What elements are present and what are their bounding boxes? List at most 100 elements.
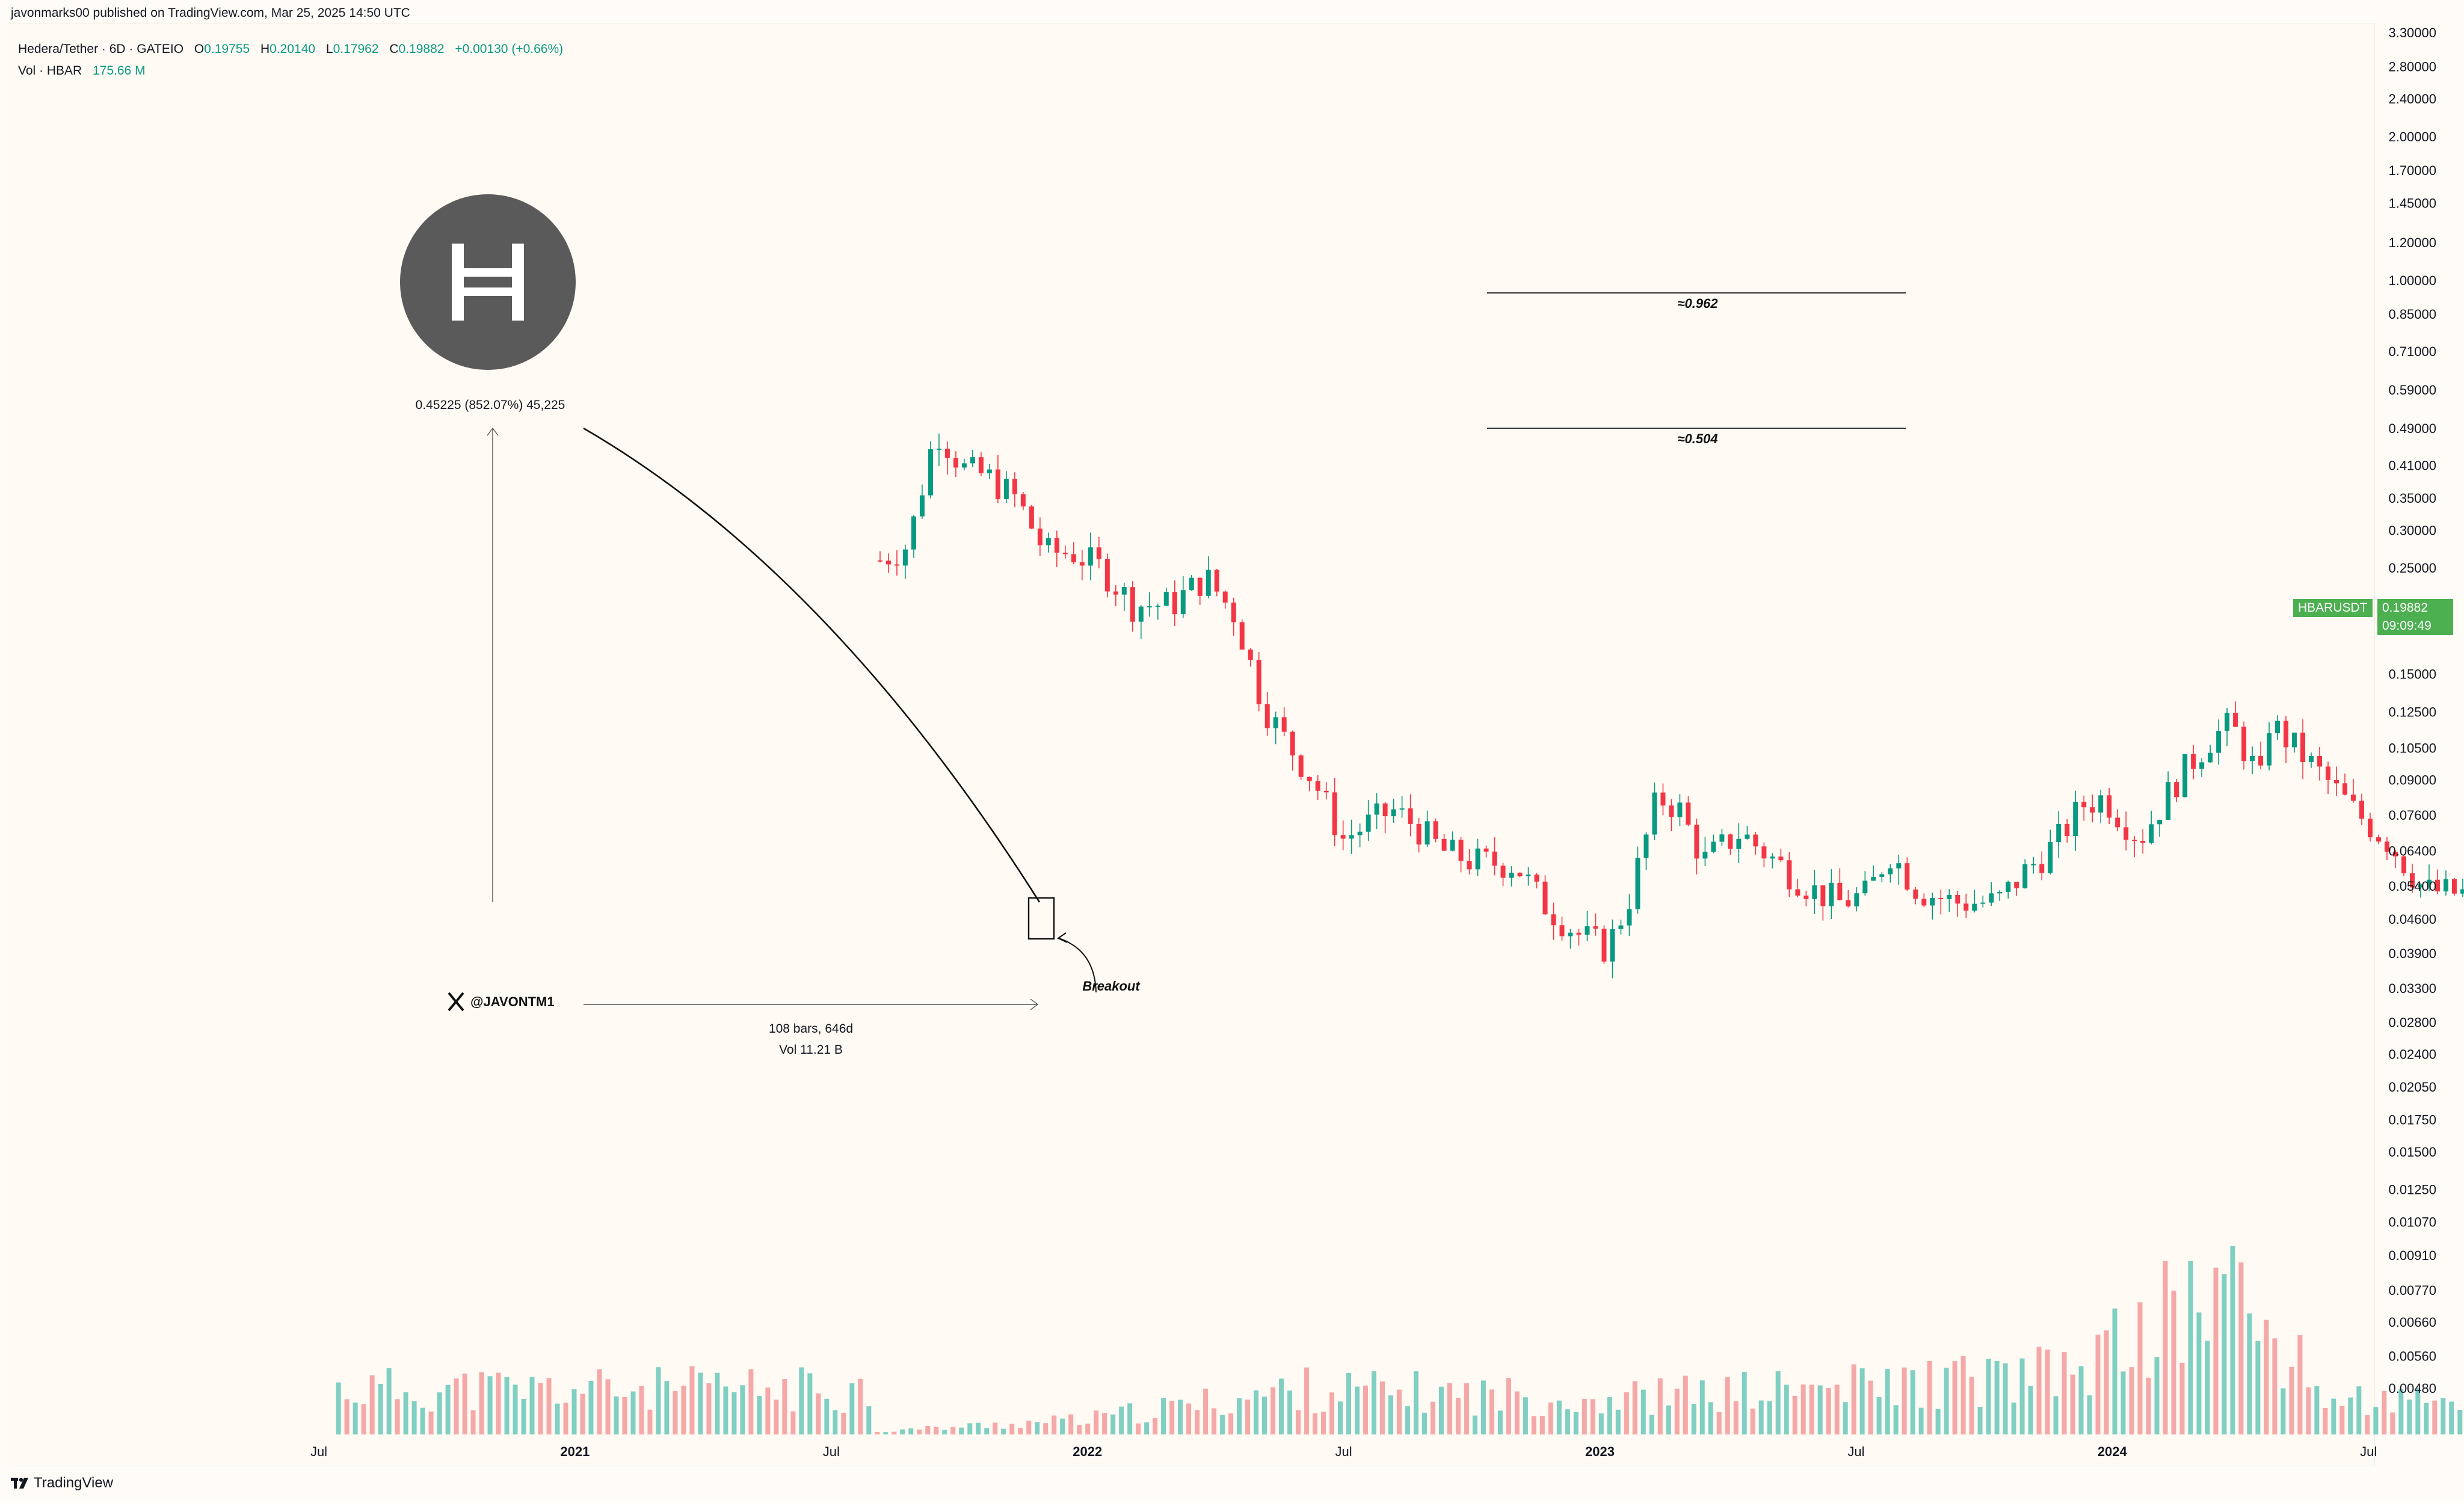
- volume-bar: [1632, 1381, 1637, 1434]
- candle-body: [1753, 834, 1758, 847]
- candle-body: [1551, 914, 1556, 926]
- volume-bar: [2441, 1398, 2446, 1434]
- candle-body: [1408, 808, 1413, 824]
- volume-bar: [2390, 1412, 2395, 1434]
- volume-bar: [1102, 1413, 1107, 1434]
- candle-body: [1130, 587, 1135, 622]
- price-tick-label: 0.01250: [2388, 1182, 2436, 1197]
- volume-bar: [1918, 1407, 1924, 1434]
- volume-bar: [470, 1410, 476, 1434]
- candle-body: [1989, 893, 1994, 903]
- candle-body: [1618, 925, 1624, 929]
- volume-bar: [1565, 1409, 1570, 1434]
- volume-bars: [336, 1246, 2463, 1434]
- volume-bar: [1800, 1384, 1806, 1434]
- volume-bar: [1077, 1425, 1082, 1434]
- volume-bar: [2028, 1386, 2033, 1434]
- hedera-logo-bar: [452, 287, 524, 296]
- volume-bar: [2171, 1290, 2176, 1434]
- candle-body: [978, 457, 984, 473]
- candle-body: [928, 449, 933, 496]
- candle-body: [2451, 879, 2457, 894]
- candle-body: [1180, 590, 1186, 615]
- volume-bar: [2163, 1261, 2168, 1434]
- volume-bar: [2062, 1351, 2067, 1434]
- volume-bar: [597, 1369, 602, 1434]
- volume-bar: [698, 1372, 703, 1434]
- candle-body: [2132, 840, 2137, 841]
- volume-bar: [462, 1373, 467, 1434]
- volume-bar: [900, 1429, 905, 1434]
- volume-bar: [1708, 1402, 1713, 1434]
- candle-body: [2081, 802, 2087, 808]
- candle-body: [2409, 873, 2415, 888]
- volume-bar: [2255, 1341, 2261, 1434]
- price-tick-label: 2.40000: [2388, 91, 2436, 106]
- time-tick-label: 2022: [1073, 1444, 1102, 1459]
- volume-bar: [1354, 1386, 1360, 1434]
- candle-body: [1163, 592, 1169, 606]
- x-logo-stroke: [448, 992, 464, 1012]
- volume-bar: [1607, 1397, 1612, 1434]
- candle-body: [2191, 754, 2196, 769]
- volume-bar: [2129, 1367, 2134, 1434]
- volume-bar: [647, 1409, 653, 1434]
- candle-body: [1256, 660, 1261, 704]
- time-tick-label: 2024: [2098, 1444, 2128, 1459]
- volume-bar: [1043, 1423, 1049, 1434]
- candle-body: [1568, 932, 1573, 936]
- volume-bar: [2146, 1377, 2151, 1434]
- range-arrow-head: [1030, 998, 1039, 1010]
- volume-bar: [2036, 1347, 2042, 1434]
- candle-body: [1290, 731, 1295, 756]
- volume-bar: [967, 1423, 973, 1434]
- volume-bar: [614, 1396, 619, 1434]
- volume-bar: [1438, 1386, 1444, 1434]
- candle-body: [936, 448, 941, 450]
- candle-body: [1121, 587, 1127, 595]
- candle-body: [1896, 863, 1902, 868]
- price-tick-label: 0.10500: [2388, 740, 2436, 755]
- candle-body: [1315, 781, 1320, 791]
- candle-body: [1214, 570, 1219, 592]
- candle-body: [1391, 809, 1396, 817]
- volume-bar: [2121, 1371, 2126, 1434]
- volume-bar: [1640, 1389, 1646, 1434]
- volume-bar: [1868, 1380, 1873, 1434]
- tradingview-brand[interactable]: TradingView: [11, 1475, 113, 1492]
- volume-bar: [1153, 1418, 1158, 1434]
- volume-bar: [2398, 1389, 2404, 1434]
- volume-bar: [538, 1383, 543, 1434]
- price-axis[interactable]: 3.30000 2.80000 2.40000 2.00000 1.70000 1.450…: [2388, 25, 2436, 1396]
- candle-body: [1803, 896, 1809, 899]
- volume-bar: [344, 1399, 350, 1434]
- price-tick-label: 0.00480: [2388, 1381, 2436, 1396]
- candle-body: [1669, 805, 1674, 817]
- candle-body: [970, 457, 975, 464]
- volume-bar: [1784, 1385, 1789, 1434]
- candle-body: [2367, 819, 2373, 838]
- volume-bar: [1986, 1359, 1991, 1434]
- volume-bar: [1119, 1406, 1124, 1434]
- candle-body: [1677, 802, 1683, 817]
- volume-bar: [782, 1379, 787, 1434]
- candle-body: [2284, 721, 2289, 748]
- price-tick-label: 0.00910: [2388, 1248, 2436, 1263]
- volume-bar: [2382, 1391, 2387, 1434]
- volume-bar: [2196, 1312, 2202, 1434]
- volume-bar: [639, 1386, 644, 1434]
- measure-label: 0.45225 (852.07%) 45,225: [416, 398, 565, 412]
- volume-bar: [866, 1406, 872, 1434]
- volume-bar: [1220, 1415, 1225, 1434]
- candle-body: [1492, 851, 1497, 866]
- time-axis[interactable]: Jul2021Jul2022Jul2023Jul2024Jul2025Jul20…: [310, 1444, 2464, 1459]
- price-tick-label: 0.01500: [2388, 1145, 2436, 1160]
- candle-body: [1113, 591, 1118, 595]
- candle-body: [1686, 802, 1691, 825]
- legend-open-value: 0.19755: [204, 42, 250, 56]
- price-tick-label: 0.02800: [2388, 1015, 2436, 1030]
- price-tick-label: 0.25000: [2388, 561, 2436, 576]
- candle-body: [1500, 865, 1506, 878]
- volume-bar: [1531, 1416, 1536, 1434]
